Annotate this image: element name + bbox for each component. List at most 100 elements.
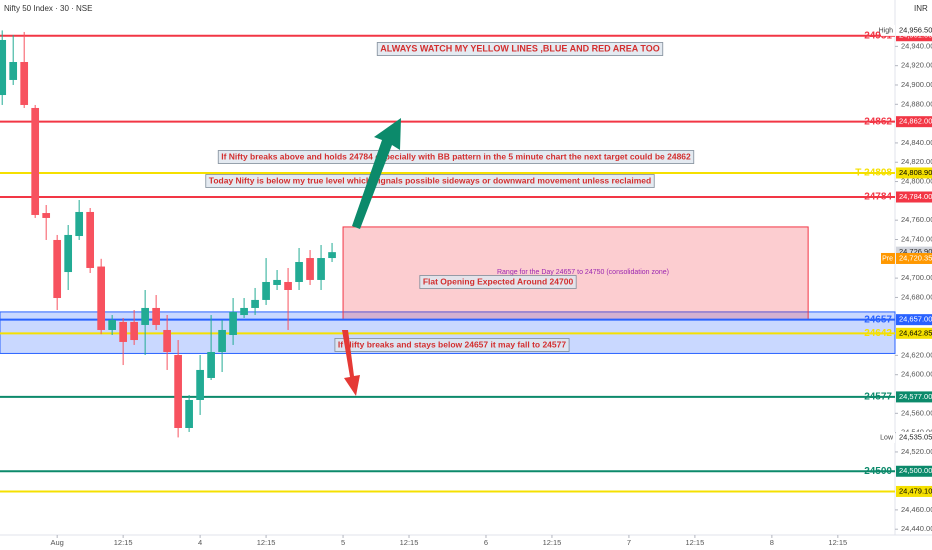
x-tick-label: 12:15 [685,538,704,547]
candle-body [9,61,18,80]
annotation-box [334,338,570,352]
x-tick-label: 12:15 [543,538,562,547]
annotations: ALWAYS WATCH MY YELLOW LINES ,BLUE AND R… [205,42,695,352]
y-tick-label: 24,880.00 [901,99,932,108]
marker-tag: Low [880,434,894,441]
candle-body [130,321,138,341]
level-price-label: 24,862.00 [899,117,932,126]
y-tick-label: 24,900.00 [901,80,932,89]
level-price-box [896,314,932,326]
annotation-box [376,42,664,56]
candle-body [86,211,95,268]
candle-body [152,307,160,325]
candles [0,30,336,438]
candle-body [306,258,314,280]
x-tick-label: 4 [198,538,202,547]
candle-body [0,39,7,96]
level-tag: 24784 [864,192,892,203]
y-tick-label: 24,600.00 [901,370,932,379]
level-price-box [896,167,932,179]
candle-body [196,369,204,400]
level-price-label: 24,577.00 [899,392,932,401]
candle-body [163,329,171,352]
candle-body [328,252,336,259]
level-price-label: 24,500.00 [899,466,932,475]
x-tick-label: 12:15 [400,538,419,547]
level-tag: 24577 [864,392,892,403]
marker-tag: High [879,27,894,34]
annotation: Flat Opening Expected Around 24700 [423,276,574,286]
marker-box [896,24,932,36]
down-arrow [342,330,360,396]
candle-body [229,312,237,336]
x-tick-label: 6 [484,538,488,547]
levels: 24951 24862 T 24808 24784 24657 24642 24577 245… [0,30,895,493]
currency: INR [914,4,928,13]
marker-label: 24,720.35 [899,253,932,262]
candle-body [218,329,226,352]
candle-body [174,354,182,428]
candle-body [64,234,73,273]
marker-box [896,252,932,264]
marker-box [896,431,932,443]
x-tick-label: 12:15 [114,538,133,547]
y-tick-label: 24,460.00 [901,505,932,514]
level-price-label: 24,784.00 [899,192,932,201]
level-price-box [896,391,932,403]
x-tick-label: 7 [627,538,631,547]
level-tag: T 24808 [855,168,892,179]
candle-body [284,281,292,291]
candle-body [31,107,40,215]
candle-body [207,351,215,378]
marker-tag-box [881,431,895,443]
y-tick-label: 24,920.00 [901,61,932,70]
annotation-box [217,150,695,164]
arrows [342,118,401,396]
y-tick-label: 24,700.00 [901,273,932,282]
chart-title: Nifty 50 Index · 30 · NSE [4,4,92,13]
level-price-box [896,191,932,203]
level-price-label: 24,808.90 [899,168,932,177]
level-tag: 24862 [864,116,892,127]
y-tick-label: 24,620.00 [901,350,932,359]
annotation: Range for the Day 24657 to 24750 (consol… [497,269,669,276]
candle-body [75,211,84,237]
annotation: If Nifty breaks above and holds 24784 es… [221,151,691,161]
y-tick-label: 24,940.00 [901,41,932,50]
candle-body [273,279,281,285]
level-tag: 24500 [864,466,892,477]
x-tick-label: 12:15 [257,538,276,547]
candle-body [141,307,149,325]
candle-body [240,307,248,316]
y-tick-label: 24,820.00 [901,157,932,166]
candle-body [317,258,325,280]
marker-label: 24,726.90 [899,247,932,256]
candle-body [20,61,29,105]
level-tag: 24951 [864,30,892,41]
candle-body [262,281,270,300]
candle-body [97,266,106,330]
y-tick-label: 24,760.00 [901,215,932,224]
x-tick-label: 5 [341,538,345,547]
x-tick-label: Aug [50,538,63,547]
y-tick-label: 24,840.00 [901,138,932,147]
candle-body [108,320,116,330]
marker-label: 24,535.05 [899,432,932,441]
y-tick-label: 24,520.00 [901,447,932,456]
y-tick-label: 24,680.00 [901,292,932,301]
candle-body [53,239,62,299]
level-price-label: 24,657.00 [899,315,932,324]
y-tick-label: 24,440.00 [901,524,932,533]
candle-body [251,299,259,308]
level-price-box [896,465,932,477]
marker-box [896,246,932,258]
annotation-box [419,275,577,289]
level-price-box [896,116,932,128]
axes: 24,940.00 24,920.00 24,900.00 24,880.00 24,8… [50,24,932,547]
x-tick-label: 8 [770,538,774,547]
y-tick-label: 24,800.00 [901,177,932,186]
marker-tag-box [881,252,895,264]
candle-body [295,261,303,282]
